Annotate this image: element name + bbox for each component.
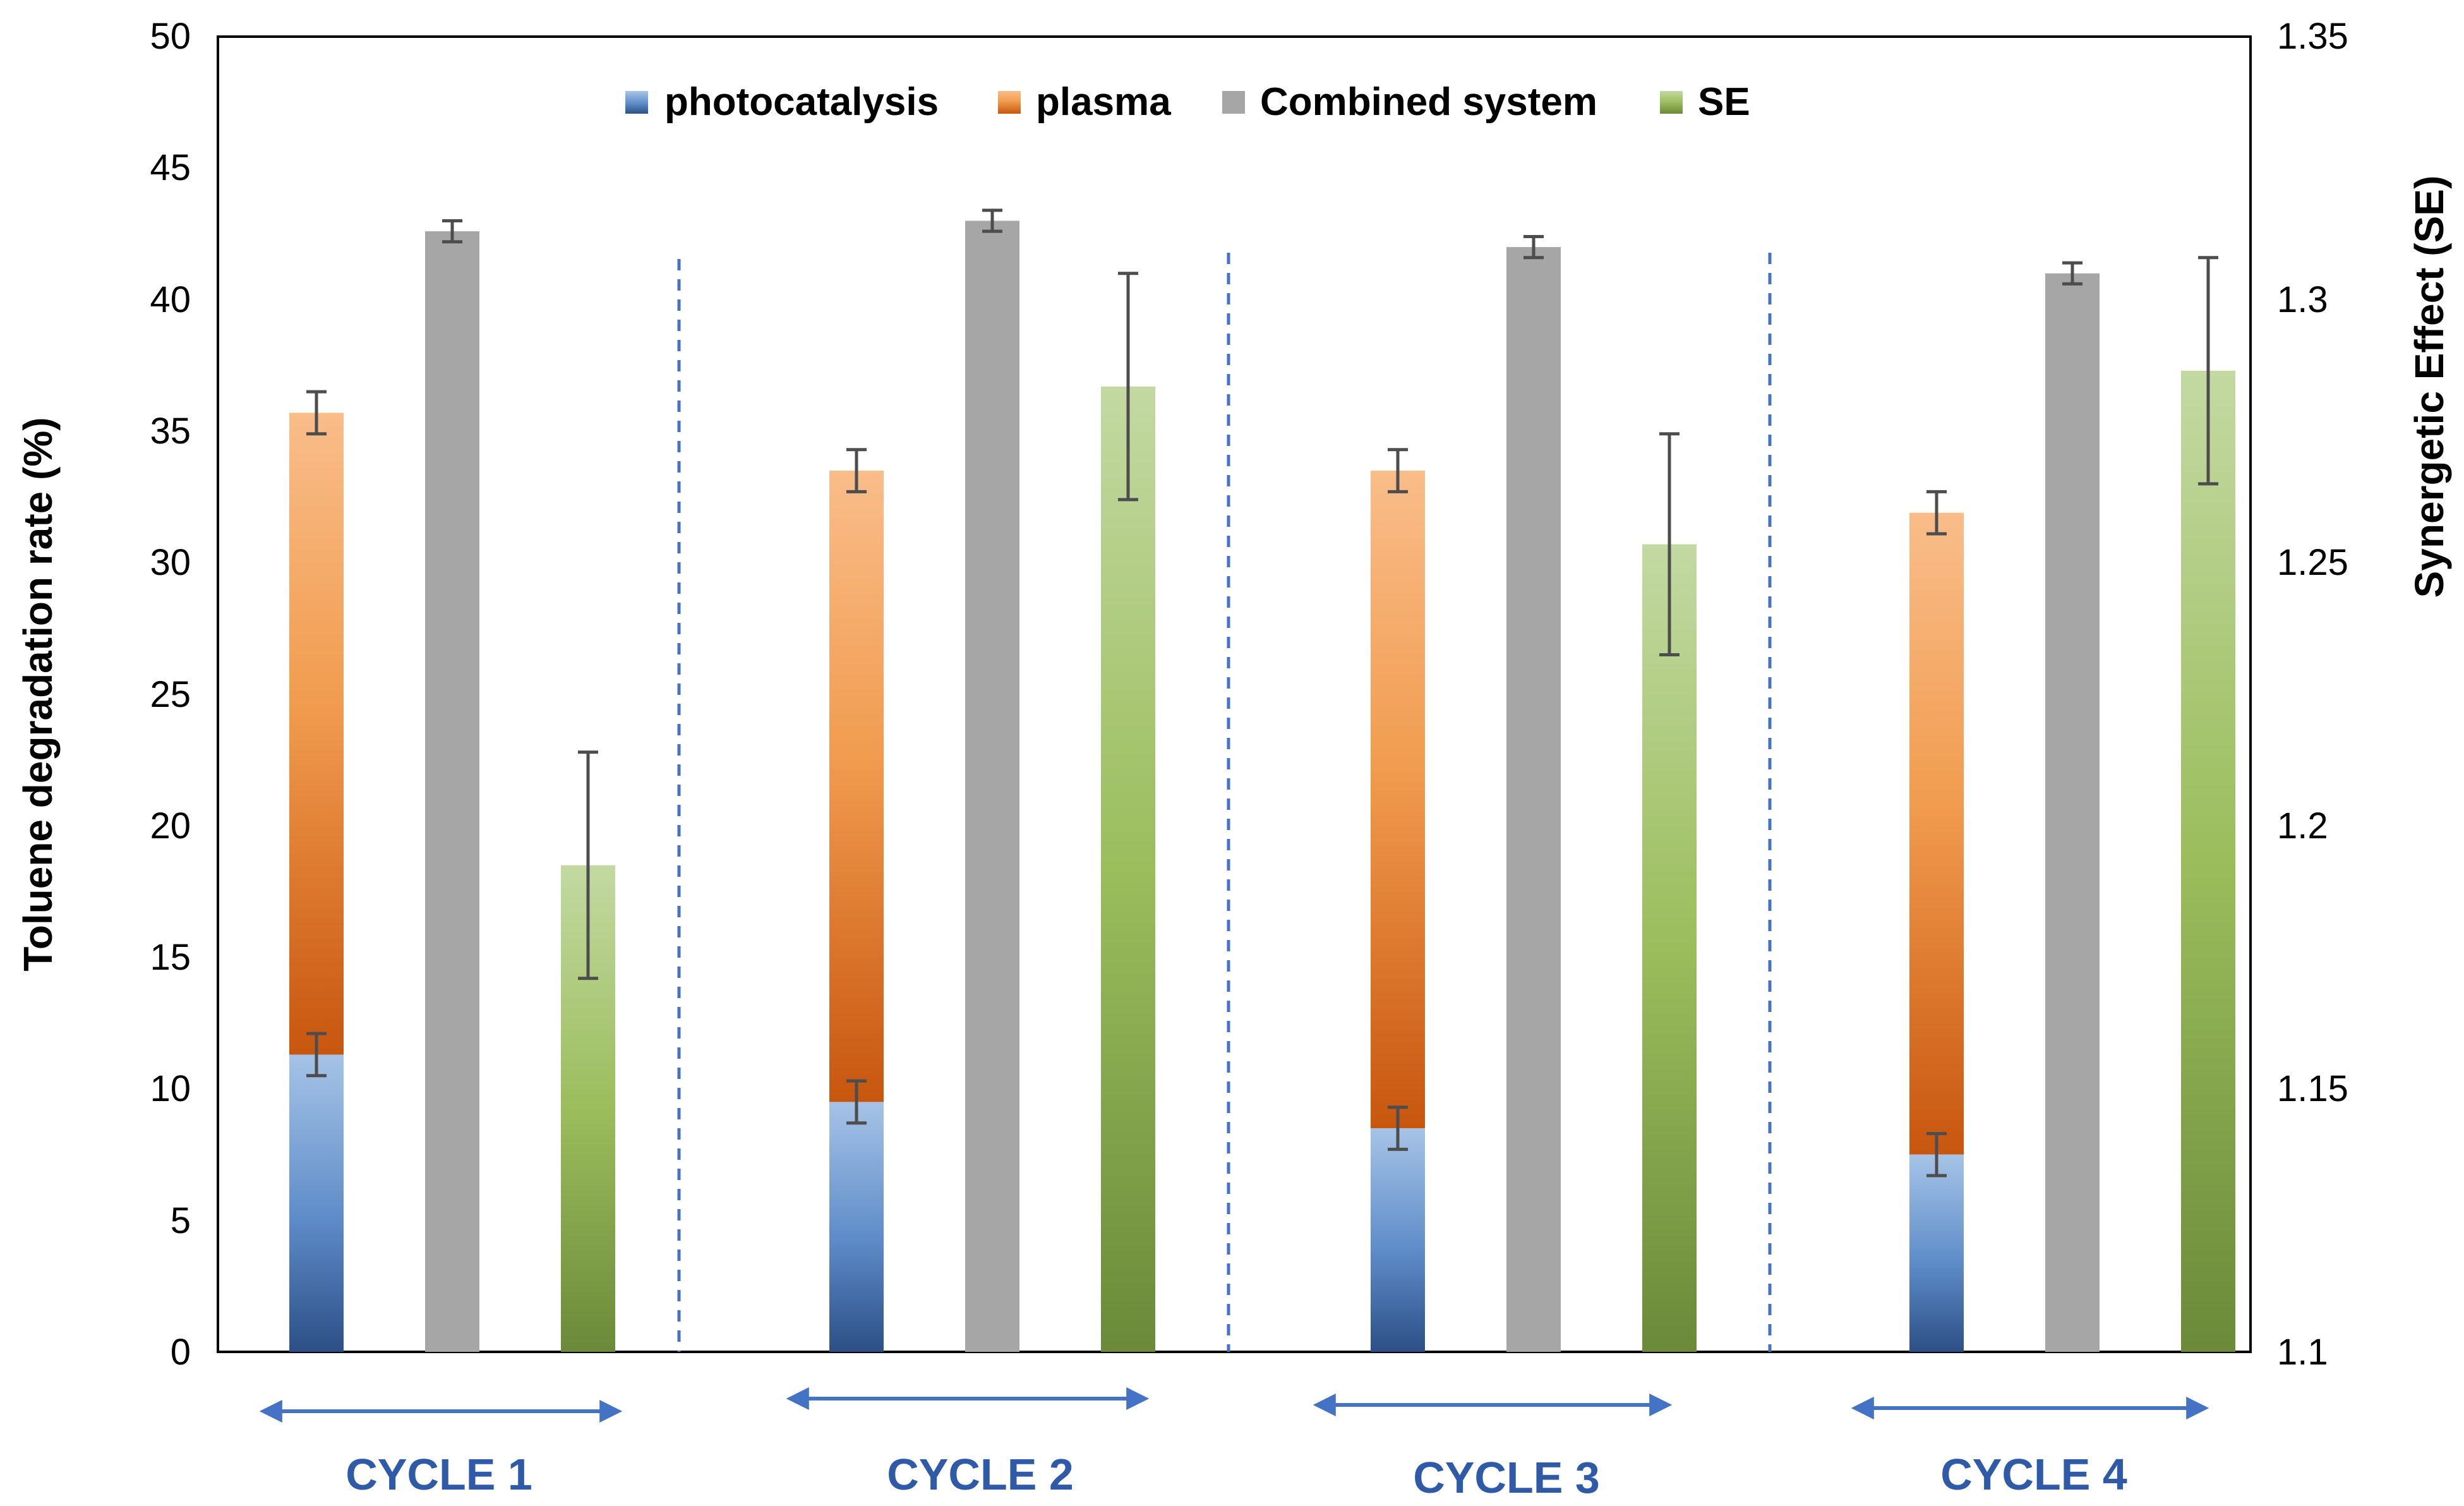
y-axis-title: Toluene degradation rate (%) (15, 417, 61, 971)
left-tick-label: 30 (150, 542, 191, 583)
bar-plasma (289, 413, 344, 1055)
legend-swatch-photocatalysis (625, 91, 648, 114)
bar-plasma (829, 471, 884, 1102)
bar-combined-system (425, 231, 479, 1352)
error-bar-plasma (1926, 490, 1947, 536)
error-bar-photocatalysis (306, 1032, 327, 1078)
plot-area (217, 35, 2252, 1353)
bar-photocatalysis (289, 1054, 344, 1352)
error-bars-layer (306, 208, 2218, 1178)
bar-photocatalysis (1909, 1154, 1964, 1352)
right-tick-label: 1.1 (2277, 1332, 2328, 1373)
error-bar-plasma (846, 448, 867, 493)
right-tick-label: 1.35 (2277, 16, 2348, 57)
error-bar-plasma (1388, 448, 1408, 493)
cycle-label: CYCLE 1 (346, 1450, 532, 1499)
left-tick-label: 45 (150, 147, 191, 188)
left-tick-label: 10 (150, 1068, 191, 1109)
legend-swatch-plasma (998, 91, 1021, 114)
bar-se (1101, 386, 1155, 1352)
right-axis: 1.1 1.15 1.2 1.25 1.3 1.35 (2277, 16, 2348, 1373)
left-axis: 0 5 10 15 20 25 30 35 40 45 50 (150, 16, 191, 1373)
bars-layer (289, 220, 2235, 1352)
error-bar-se (1659, 432, 1680, 657)
error-bar-photocatalysis (846, 1079, 867, 1125)
bar-se (1642, 544, 1697, 1352)
bar-photocatalysis (829, 1102, 884, 1352)
bar-combined-system (1506, 247, 1561, 1352)
left-tick-label: 5 (171, 1200, 191, 1241)
error-bar-se (1118, 272, 1138, 502)
error-bar-se (578, 750, 598, 980)
left-tick-label: 40 (150, 279, 191, 320)
bar-combined-system (2045, 273, 2100, 1352)
cycle-labels: CYCLE 1 CYCLE 2 CYCLE 3 CYCLE 4 (346, 1450, 2127, 1502)
right-tick-label: 1.15 (2277, 1068, 2348, 1109)
y2-axis-title: Synergetic Effect (SE) (2407, 176, 2452, 598)
legend-label-se: SE (1698, 80, 1750, 124)
bar-combined-system (965, 220, 1019, 1352)
error-bar-combined-system (1523, 234, 1544, 260)
legend: photocatalysis plasma Combined system SE (625, 80, 1750, 124)
error-bar-photocatalysis (1926, 1131, 1947, 1178)
left-tick-label: 0 (171, 1332, 191, 1373)
error-bar-photocatalysis (1388, 1105, 1408, 1151)
left-tick-label: 20 (150, 805, 191, 846)
error-bar-combined-system (2062, 261, 2082, 286)
error-bar-combined-system (442, 219, 462, 244)
cycle-label: CYCLE 4 (1940, 1450, 2127, 1499)
right-tick-label: 1.2 (2277, 805, 2328, 846)
cycle-arrows (259, 1387, 2209, 1423)
left-tick-label: 35 (150, 411, 191, 452)
error-bar-se (2198, 256, 2218, 486)
cycle-label: CYCLE 3 (1413, 1453, 1600, 1502)
bar-plasma (1371, 471, 1425, 1129)
right-tick-label: 1.3 (2277, 279, 2328, 320)
error-bar-plasma (306, 390, 327, 436)
legend-label-photocatalysis: photocatalysis (664, 80, 939, 124)
right-tick-label: 1.25 (2277, 542, 2348, 583)
left-tick-label: 25 (150, 674, 191, 715)
legend-label-combined: Combined system (1260, 80, 1597, 124)
bar-se (2181, 370, 2235, 1352)
cycle-label: CYCLE 2 (887, 1450, 1074, 1499)
legend-swatch-combined (1222, 91, 1245, 114)
legend-swatch-se (1660, 91, 1683, 114)
legend-label-plasma: plasma (1036, 80, 1171, 124)
bar-photocatalysis (1371, 1128, 1425, 1352)
error-bar-combined-system (982, 208, 1002, 233)
left-tick-label: 50 (150, 16, 191, 57)
bar-plasma (1909, 512, 1964, 1155)
left-tick-label: 15 (150, 937, 191, 978)
